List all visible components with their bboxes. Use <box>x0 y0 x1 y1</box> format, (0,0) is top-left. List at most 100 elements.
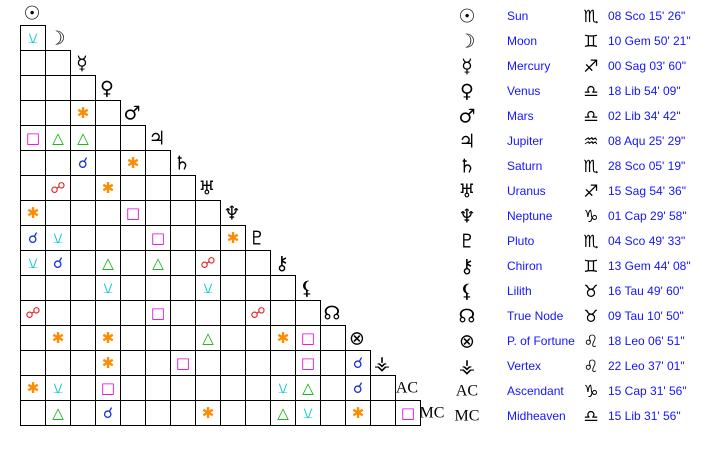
grid-cell <box>70 75 96 101</box>
grid-cell <box>145 275 171 301</box>
sign-glyph: ♉ <box>583 282 598 302</box>
grid-cell <box>70 250 96 276</box>
grid-cell <box>170 400 196 426</box>
grid-cell <box>295 300 321 326</box>
grid-cell <box>120 400 146 426</box>
grid-cell <box>145 175 171 201</box>
grid-body-glyph: ☿ <box>76 53 88 75</box>
body-position: 22 Leo 37' 01" <box>608 359 685 373</box>
grid-cell <box>170 375 196 401</box>
body-position: 08 Sco 15' 26" <box>608 9 685 23</box>
grid-cell <box>220 350 246 376</box>
grid-cell <box>195 225 221 251</box>
body-name: P. of Fortune <box>507 334 575 348</box>
aspect-glyph: △ <box>52 404 64 422</box>
grid-cell <box>170 300 196 326</box>
body-position: 01 Cap 29' 58" <box>608 209 687 223</box>
grid-cell <box>70 275 96 301</box>
aspect-glyph: ☍ <box>25 304 40 322</box>
grid-cell <box>45 100 71 126</box>
sign-glyph: ♎ <box>583 407 598 427</box>
aspect-glyph: □ <box>101 379 115 397</box>
list-body-glyph: ☽ <box>458 31 475 53</box>
body-name: True Node <box>507 309 564 323</box>
grid-cell <box>70 325 96 351</box>
list-body-glyph: ⊗ <box>459 331 475 353</box>
grid-cell <box>270 275 296 301</box>
aspect-glyph: ☌ <box>353 354 363 372</box>
aspect-glyph: △ <box>302 379 314 397</box>
grid-cell <box>245 375 271 401</box>
sign-glyph: ♊ <box>583 32 598 52</box>
list-body-glyph: ♅ <box>458 181 475 203</box>
grid-cell <box>195 300 221 326</box>
aspect-glyph: ✱ <box>227 229 240 247</box>
aspect-glyph: ⚺ <box>103 279 113 297</box>
grid-cell <box>170 225 196 251</box>
aspect-glyph: □ <box>26 129 40 147</box>
list-body-glyph: ⚶ <box>459 356 475 378</box>
sign-glyph: ♒ <box>583 132 598 152</box>
grid-cell <box>95 200 121 226</box>
grid-cell <box>145 200 171 226</box>
aspect-glyph: △ <box>277 404 289 422</box>
body-name: Jupiter <box>507 134 543 148</box>
grid-cell <box>370 400 396 426</box>
body-position: 04 Sco 49' 33" <box>608 234 685 248</box>
body-name: Mercury <box>507 59 550 73</box>
aspect-glyph: ✱ <box>202 404 215 422</box>
list-body-glyph: AC <box>456 383 478 400</box>
body-position: 15 Lib 31' 56" <box>608 409 681 423</box>
aspect-glyph: ✱ <box>27 204 40 222</box>
grid-cell <box>70 175 96 201</box>
grid-cell <box>245 325 271 351</box>
aspect-glyph: △ <box>102 254 114 272</box>
grid-cell <box>120 325 146 351</box>
grid-cell <box>145 375 171 401</box>
aspect-glyph: ⚺ <box>28 29 38 47</box>
grid-cell <box>220 275 246 301</box>
list-body-glyph: ☉ <box>458 6 475 28</box>
aspect-glyph: □ <box>176 354 190 372</box>
body-position: 08 Aqu 25' 29" <box>608 134 685 148</box>
sign-glyph: ♐ <box>583 57 598 77</box>
grid-cell <box>170 200 196 226</box>
aspect-glyph: ☍ <box>50 179 65 197</box>
grid-cell <box>95 225 121 251</box>
body-name: Sun <box>507 9 528 23</box>
grid-cell <box>120 275 146 301</box>
aspect-glyph: ✱ <box>77 104 90 122</box>
grid-cell <box>270 350 296 376</box>
grid-cell <box>70 200 96 226</box>
grid-cell <box>120 350 146 376</box>
grid-cell <box>20 350 46 376</box>
sign-glyph: ♏ <box>583 157 598 177</box>
body-position: 18 Leo 06' 51" <box>608 334 685 348</box>
body-position: 00 Sag 03' 60" <box>608 59 686 73</box>
grid-body-glyph: ♀ <box>100 78 114 100</box>
grid-cell <box>195 200 221 226</box>
body-position: 15 Cap 31' 56" <box>608 384 687 398</box>
aspect-glyph: □ <box>301 329 315 347</box>
list-body-glyph: ☿ <box>461 56 473 78</box>
aspect-glyph: □ <box>126 204 140 222</box>
body-position: 09 Tau 10' 50" <box>608 309 684 323</box>
list-body-glyph: ♂ <box>458 106 475 128</box>
grid-cell <box>320 350 346 376</box>
aspect-glyph: ✱ <box>352 404 365 422</box>
body-position: 18 Lib 54' 09" <box>608 84 681 98</box>
grid-body-glyph: ☊ <box>324 303 341 325</box>
grid-cell <box>70 400 96 426</box>
body-name: Lilith <box>507 284 532 298</box>
grid-cell <box>170 175 196 201</box>
grid-cell <box>45 350 71 376</box>
sign-glyph: ♉ <box>583 307 598 327</box>
grid-body-glyph: ⚶ <box>374 353 390 375</box>
grid-cell <box>270 300 296 326</box>
grid-cell <box>95 125 121 151</box>
grid-cell <box>245 250 271 276</box>
grid-cell <box>145 150 171 176</box>
body-name: Chiron <box>507 259 542 273</box>
list-body-glyph: ♆ <box>458 206 475 228</box>
grid-cell <box>320 400 346 426</box>
